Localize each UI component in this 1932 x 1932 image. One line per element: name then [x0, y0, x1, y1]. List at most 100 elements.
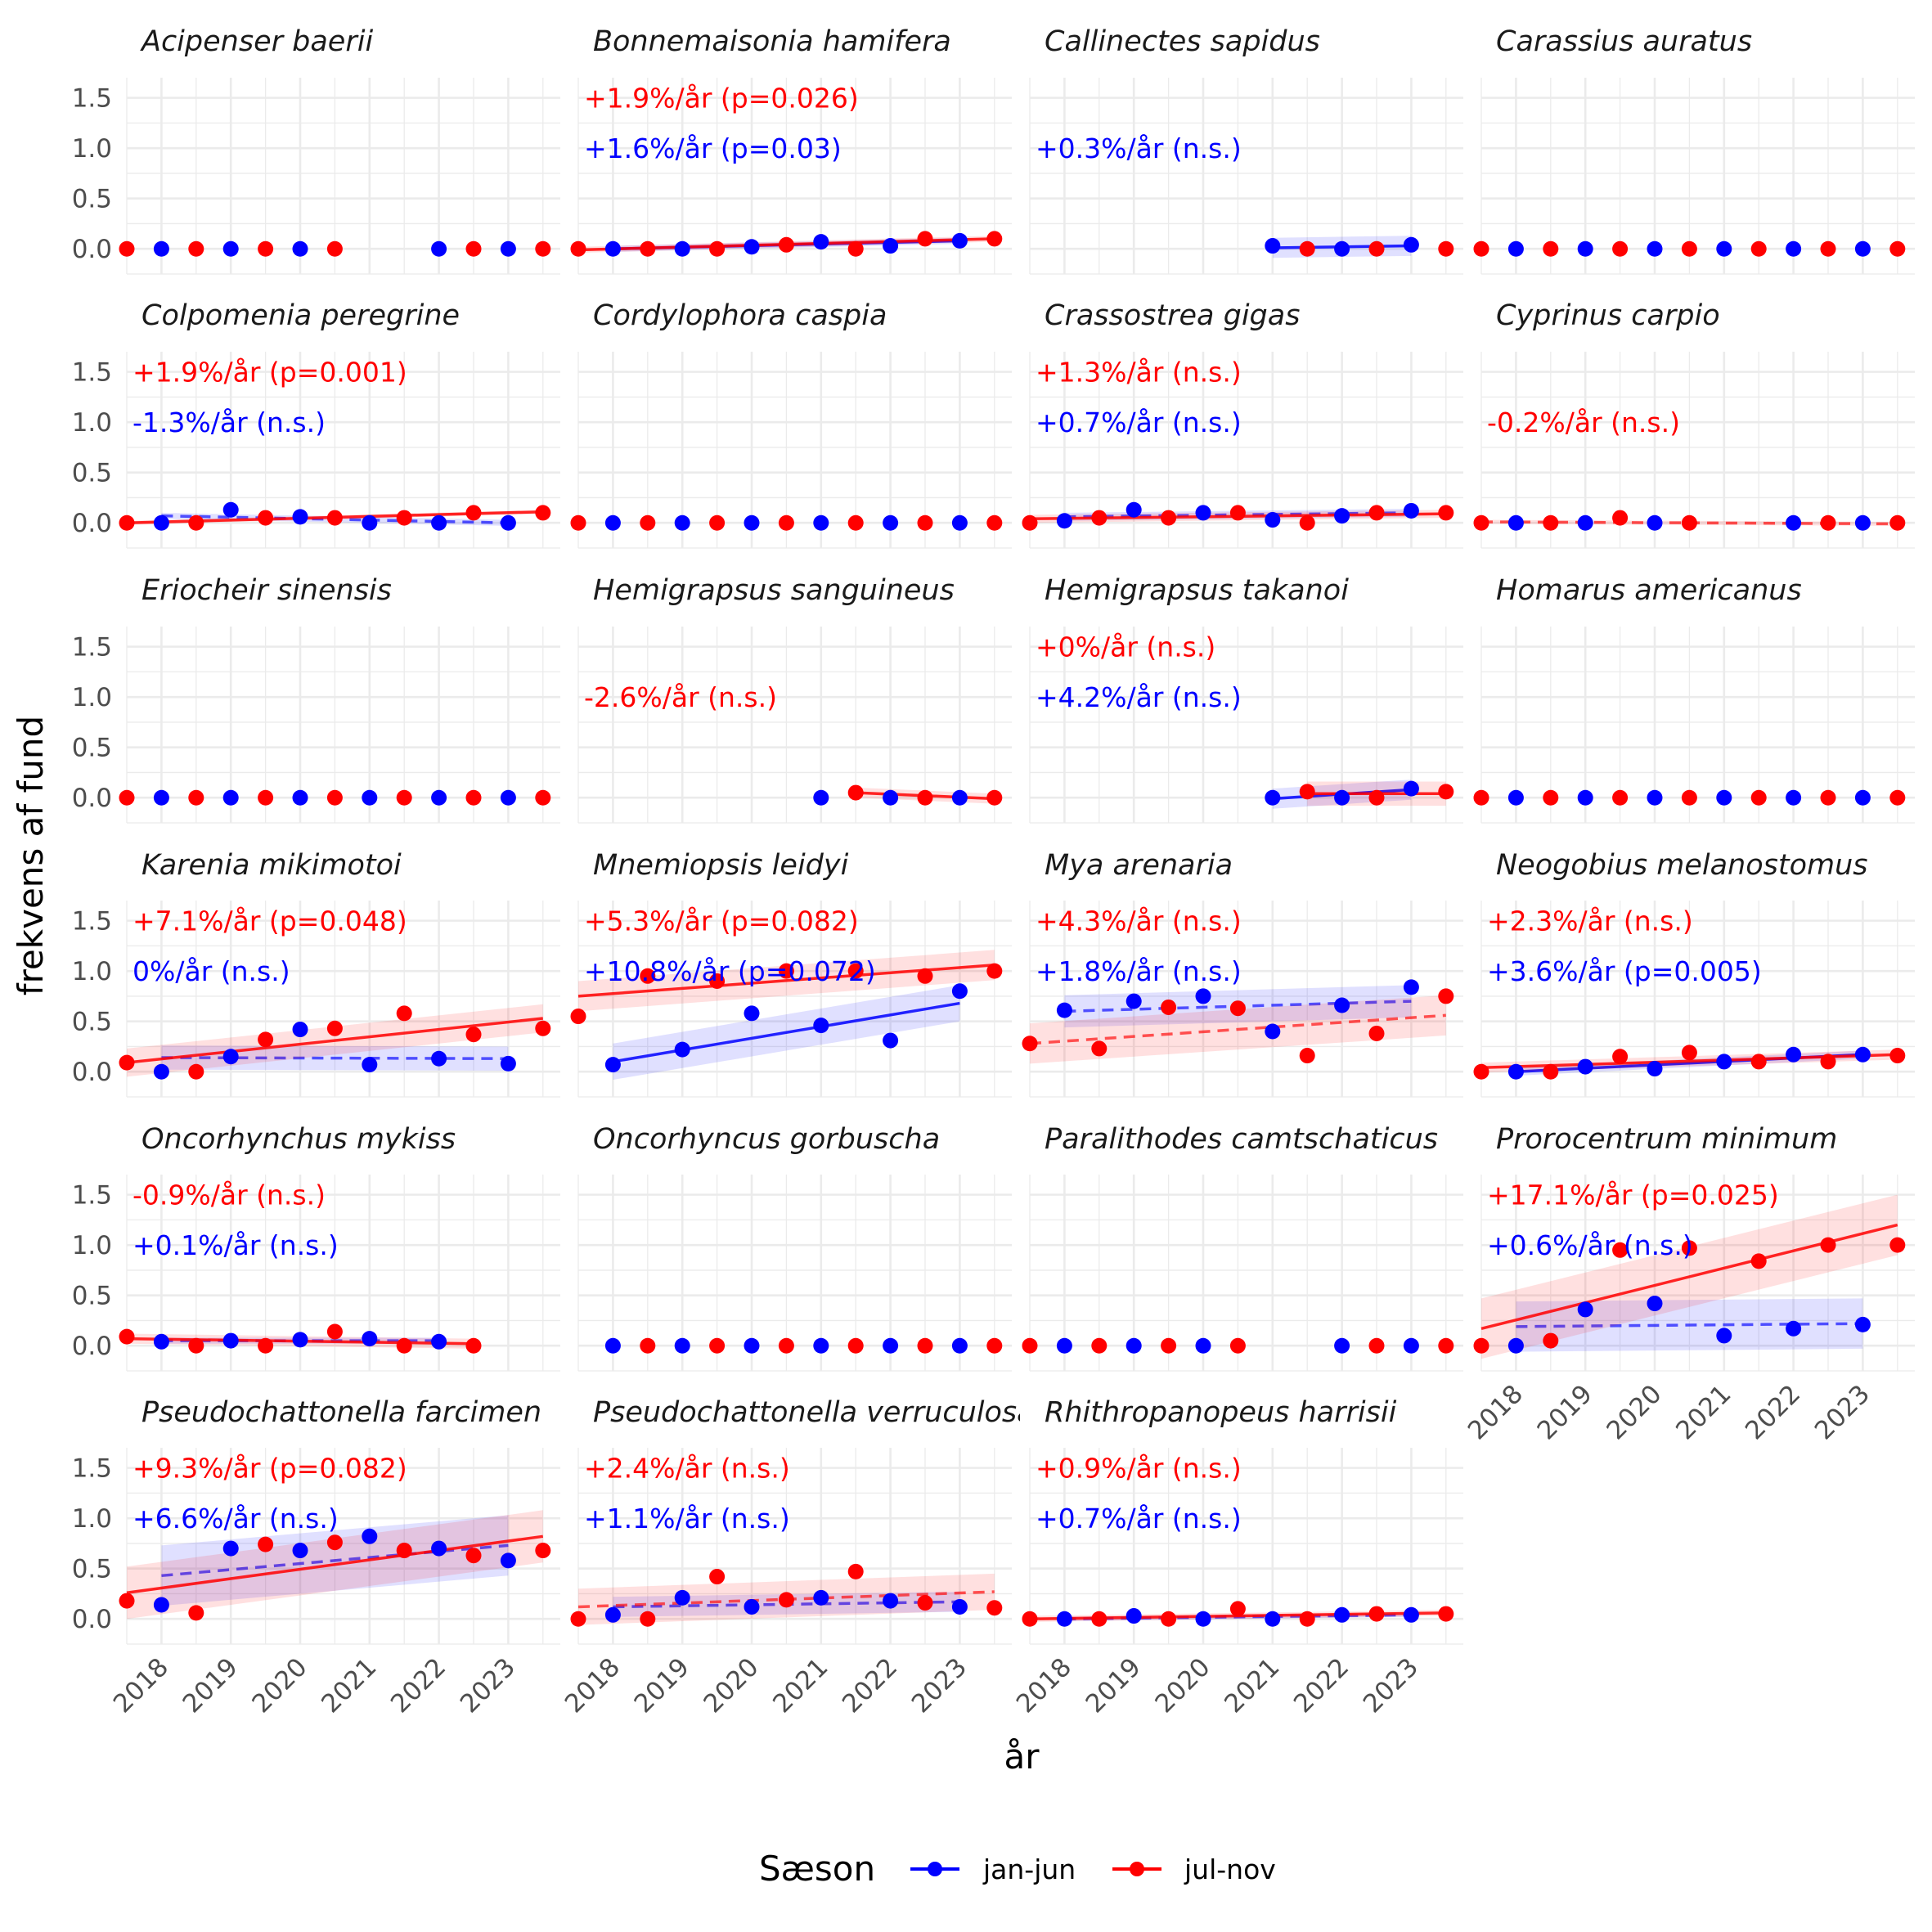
panel-grid	[126, 1175, 560, 1372]
point-jan-jun	[1716, 240, 1732, 257]
point-jul-nov	[640, 968, 656, 984]
x-tick-label: 2023	[1809, 1379, 1876, 1445]
point-jan-jun	[1195, 1337, 1211, 1354]
panel-title: Homarus americanus	[1496, 574, 1802, 607]
point-jul-nov	[465, 1027, 482, 1043]
point-jul-nov	[986, 963, 1003, 979]
point-jul-nov	[1368, 505, 1385, 521]
point-jul-nov	[1368, 1337, 1385, 1354]
panel-neogobius-melanostomus: Neogobius melanostomus +2.3%/år (n.s.) +3.…	[1473, 849, 1915, 1098]
trend-annotation: +1.9%/år (p=0.026)	[584, 83, 859, 115]
point-jul-nov	[778, 963, 794, 979]
point-jan-jun	[362, 1528, 378, 1544]
x-axis-title: år	[1004, 1737, 1040, 1777]
point-jul-nov	[1368, 1606, 1385, 1622]
y-tick-label: 0.5	[72, 1555, 112, 1584]
trend-annotation: -0.9%/år (n.s.)	[133, 1179, 326, 1211]
panel-title: Cordylophora caspia	[593, 299, 887, 332]
point-jan-jun	[1334, 789, 1350, 806]
point-jul-nov	[465, 505, 482, 521]
point-jan-jun	[1716, 789, 1732, 806]
panel-grid	[1029, 78, 1463, 275]
x-tick-label: 2020	[246, 1652, 312, 1719]
x-tick-label: 2022	[385, 1652, 452, 1719]
x-tick-label: 2019	[1532, 1379, 1598, 1445]
trend-annotation: +0%/år (n.s.)	[1036, 631, 1215, 663]
point-jan-jun	[362, 514, 378, 531]
point-jul-nov	[986, 1337, 1003, 1354]
panel-title: Carassius auratus	[1496, 25, 1752, 58]
panel-grid	[126, 78, 560, 275]
point-jan-jun	[1577, 1301, 1593, 1318]
point-jul-nov	[119, 1054, 135, 1071]
point-jan-jun	[1647, 240, 1663, 257]
point-jan-jun	[744, 514, 760, 531]
x-tick-label: 2019	[177, 1652, 244, 1719]
point-jan-jun	[153, 1063, 169, 1080]
point-jul-nov	[1473, 1337, 1489, 1354]
point-jul-nov	[1681, 1240, 1697, 1256]
y-tick-label: 1.5	[72, 1454, 112, 1484]
point-jul-nov	[778, 236, 794, 253]
panel-hemigrapsus-takanoi: Hemigrapsus takanoi +0%/år (n.s.) +4.2%/år…	[1029, 574, 1463, 824]
point-jan-jun	[1126, 993, 1142, 1009]
point-jan-jun	[500, 789, 516, 806]
point-jul-nov	[1681, 240, 1697, 257]
trend-annotation: -2.6%/år (n.s.)	[584, 681, 777, 713]
point-jan-jun	[500, 514, 516, 531]
panel-cyprinus-carpio: Cyprinus carpio -0.2%/år (n.s.)	[1473, 299, 1915, 549]
panel-mnemiopsis-leidyi: Mnemiopsis leidyi +5.3%/år (p=0.082) +10.8…	[570, 849, 1012, 1098]
point-jan-jun	[813, 1589, 829, 1606]
point-jan-jun	[674, 240, 690, 257]
point-jan-jun	[1854, 514, 1871, 531]
point-jul-nov	[1820, 514, 1836, 531]
panel-title: Acipenser baerii	[140, 25, 373, 58]
point-jan-jun	[431, 789, 447, 806]
point-jul-nov	[1299, 784, 1315, 800]
point-jan-jun	[604, 1337, 621, 1354]
point-jul-nov	[396, 1005, 412, 1022]
point-jul-nov	[396, 789, 412, 806]
point-jul-nov	[1229, 505, 1246, 521]
y-tick-label: 0.0	[72, 1332, 112, 1361]
point-jul-nov	[258, 510, 274, 526]
panel-crassostrea-gigas: Crassostrea gigas +1.3%/år (n.s.) +0.7%/år…	[1022, 299, 1463, 549]
point-jan-jun	[362, 1057, 378, 1073]
panel-mya-arenaria: Mya arenaria +4.3%/år (n.s.) +1.8%/år (n.s…	[1022, 849, 1463, 1098]
y-tick-label: 0.0	[72, 509, 112, 538]
point-jul-nov	[465, 1337, 482, 1354]
point-jul-nov	[258, 240, 274, 257]
point-jul-nov	[1161, 1611, 1177, 1627]
trend-annotation: +9.3%/år (p=0.082)	[133, 1453, 407, 1485]
point-jan-jun	[1786, 514, 1802, 531]
panel-cordylophora-caspia: Cordylophora caspia	[570, 299, 1012, 549]
point-jul-nov	[778, 1337, 794, 1354]
legend-label-jan-jun: jan-jun	[982, 1853, 1076, 1885]
point-jul-nov	[1543, 240, 1559, 257]
point-jan-jun	[1647, 1296, 1663, 1312]
panel-karenia-mikimotoi: Karenia mikimotoi 0.0 0.5 1.0 1.5 +7.1%/år (p…	[72, 849, 560, 1098]
point-jan-jun	[674, 1337, 690, 1354]
trend-annotation: +10.8%/år (p=0.072)	[584, 955, 876, 987]
point-jul-nov	[1820, 240, 1836, 257]
point-jul-nov	[640, 1611, 656, 1627]
point-jul-nov	[1022, 1337, 1038, 1354]
point-jul-nov	[1091, 1611, 1108, 1627]
point-jul-nov	[258, 1536, 274, 1552]
y-tick-label: 1.5	[72, 907, 112, 937]
point-jul-nov	[709, 240, 726, 257]
point-jul-nov	[709, 1337, 726, 1354]
point-jan-jun	[813, 1337, 829, 1354]
point-jul-nov	[1438, 1337, 1454, 1354]
point-jan-jun	[744, 1598, 760, 1615]
y-tick-label: 1.5	[72, 633, 112, 663]
trend-annotation: +2.3%/år (n.s.)	[1487, 905, 1693, 937]
point-jan-jun	[883, 514, 899, 531]
point-jul-nov	[1750, 240, 1767, 257]
trend-annotation: +3.6%/år (p=0.005)	[1487, 955, 1762, 987]
point-jan-jun	[292, 1022, 308, 1038]
x-tick-label: 2019	[629, 1652, 695, 1719]
point-jul-nov	[1612, 1242, 1629, 1258]
point-jul-nov	[326, 1323, 343, 1340]
